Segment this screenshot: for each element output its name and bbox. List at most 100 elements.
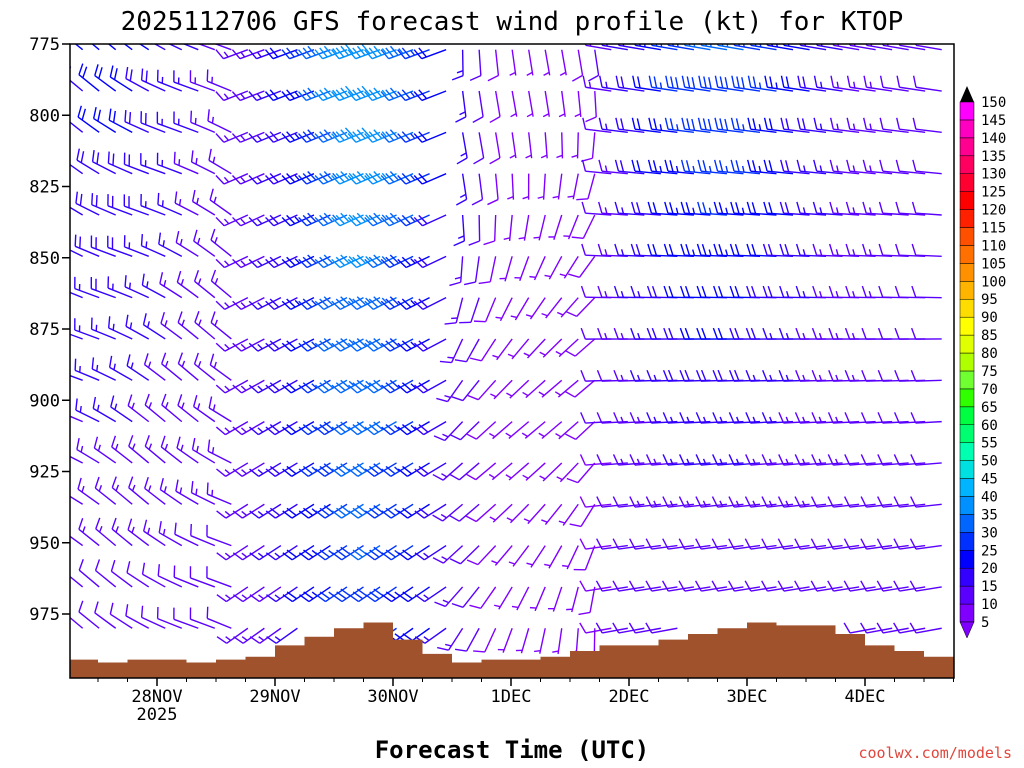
wind-barb <box>843 580 876 592</box>
wind-barb <box>681 75 711 92</box>
wind-barb <box>499 256 513 282</box>
wind-barb <box>863 75 893 92</box>
colorbar-swatch <box>959 227 975 246</box>
colorbar-label: 80 <box>981 346 998 362</box>
wind-barb <box>697 159 728 175</box>
chart-title: 2025112706 GFS forecast wind profile (kt… <box>121 7 904 37</box>
wind-barb <box>91 193 116 216</box>
wind-barb <box>877 496 909 508</box>
wind-barb <box>489 503 513 523</box>
wind-barb <box>562 545 579 570</box>
wind-barb <box>861 327 893 340</box>
wind-barb <box>614 201 645 216</box>
wind-barb <box>469 49 482 81</box>
wind-barb <box>525 297 546 320</box>
colorbar-swatch <box>959 388 975 408</box>
wind-barb <box>413 297 447 310</box>
wind-barb <box>910 369 942 382</box>
colorbar-label: 30 <box>981 525 998 541</box>
wind-barb <box>596 538 628 550</box>
wind-barb <box>156 606 183 629</box>
wind-barb <box>664 201 694 216</box>
wind-barb <box>876 538 909 550</box>
colorbar-label: 145 <box>981 113 1006 129</box>
colorbar-swatch <box>959 460 975 479</box>
wind-barb <box>91 44 100 51</box>
wind-barb <box>397 462 430 477</box>
wind-barb <box>249 462 282 477</box>
colorbar-swatch <box>959 442 975 461</box>
wind-barb <box>615 75 645 92</box>
wind-barb <box>581 132 596 162</box>
colorbar-swatch <box>959 191 975 210</box>
wind-barb <box>796 201 827 216</box>
wind-barb <box>232 379 265 394</box>
wind-barb <box>812 201 843 216</box>
wind-barb <box>507 173 515 200</box>
wind-barb <box>566 462 596 484</box>
wind-barb <box>912 159 942 175</box>
wind-barb <box>364 462 397 477</box>
wind-barb <box>107 151 133 175</box>
wind-barb <box>680 159 711 175</box>
wind-barb <box>529 256 546 281</box>
wind-barb <box>315 503 348 519</box>
wind-barb <box>893 412 926 424</box>
wind-barb <box>174 522 199 547</box>
colorbar-swatch <box>959 209 975 228</box>
wind-barb <box>495 297 513 322</box>
wind-barb <box>697 117 728 134</box>
plot-area <box>69 43 955 679</box>
wind-barb <box>141 562 166 588</box>
wind-barb <box>543 49 551 76</box>
wind-barb <box>70 249 83 257</box>
wind-barb <box>108 355 133 381</box>
wind-barb <box>810 538 843 550</box>
wind-barb <box>90 235 116 257</box>
x-tick-label: 1DEC <box>491 687 532 707</box>
wind-barb <box>414 421 447 436</box>
wind-barb <box>449 545 480 565</box>
wind-barb <box>522 379 546 399</box>
wind-barb <box>846 75 876 92</box>
wind-barb <box>570 628 579 655</box>
wind-barb <box>265 338 298 352</box>
wind-barb <box>176 270 199 299</box>
wind-barb <box>249 503 282 519</box>
wind-barb <box>548 214 563 240</box>
terrain-profile <box>70 622 954 678</box>
wind-barb <box>153 44 166 51</box>
colorbar-swatch <box>959 101 975 121</box>
wind-barb <box>569 503 596 528</box>
wind-barb <box>90 277 116 299</box>
wind-barb <box>827 580 860 592</box>
wind-barb <box>123 235 149 257</box>
wind-barb <box>813 75 843 92</box>
wind-barb <box>216 545 249 561</box>
wind-barb <box>467 379 497 401</box>
wind-barb <box>544 255 563 280</box>
colorbar-label: 15 <box>981 579 998 595</box>
wind-barb <box>878 285 909 299</box>
wind-barb <box>398 545 430 561</box>
wind-barb <box>630 243 661 258</box>
wind-barb <box>465 503 497 523</box>
wind-barb <box>157 564 183 588</box>
wind-barb <box>860 580 893 592</box>
wind-barb <box>93 436 117 464</box>
wind-barb <box>579 454 612 466</box>
wind-barb <box>92 106 117 133</box>
wind-barb <box>581 243 612 258</box>
colorbar-label: 150 <box>981 95 1006 111</box>
wind-barb <box>265 503 298 519</box>
wind-barb <box>194 311 216 340</box>
wind-barb <box>510 297 530 321</box>
wind-barb <box>348 545 381 561</box>
wind-barb <box>662 496 694 508</box>
wind-barb <box>665 75 695 92</box>
wind-barb <box>628 622 661 634</box>
wind-barb <box>156 152 183 175</box>
wind-barb <box>523 338 546 359</box>
